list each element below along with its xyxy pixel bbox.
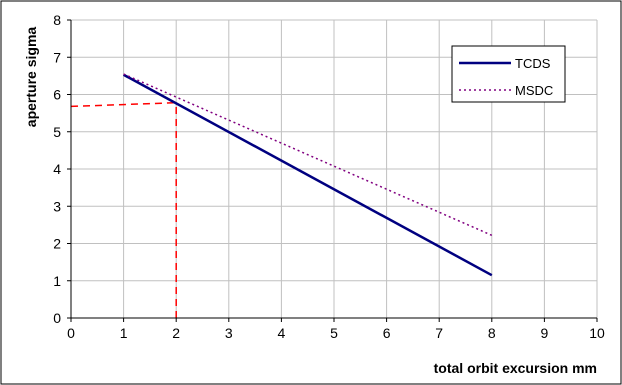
x-tick-labels: 0 1 2 3 4 5 6 7 8 9 10 <box>67 325 605 341</box>
y-tick-label: 3 <box>53 198 61 214</box>
y-tick-label: 2 <box>53 236 61 252</box>
y-tick-label: 6 <box>53 87 61 103</box>
series-lines <box>123 73 493 277</box>
x-tick-label: 6 <box>383 325 391 341</box>
y-tick-label: 7 <box>53 49 61 65</box>
reference-lines <box>70 101 177 318</box>
x-tick-label: 5 <box>330 325 338 341</box>
x-tick-label: 9 <box>541 325 549 341</box>
legend: TCDS MSDC <box>451 45 566 103</box>
x-axis-title: total orbit excursion mm <box>434 360 597 376</box>
x-tick-label: 3 <box>225 325 233 341</box>
x-tick-label: 4 <box>278 325 286 341</box>
y-tick-label: 5 <box>53 124 61 140</box>
y-axis-title: aperture sigma <box>23 27 39 128</box>
series-line-msdc <box>123 73 493 236</box>
x-tick-label: 1 <box>120 325 128 341</box>
x-tick-label: 0 <box>67 325 75 341</box>
y-tick-label: 4 <box>53 161 61 177</box>
legend-box <box>451 45 566 103</box>
y-tick-labels: 0 1 2 3 4 5 6 7 8 <box>53 12 61 326</box>
axes <box>67 19 598 322</box>
x-tick-label: 10 <box>589 325 605 341</box>
legend-label-tcds: TCDS <box>515 56 551 71</box>
y-tick-label: 0 <box>53 310 61 326</box>
reference-line-horizontal <box>70 101 177 108</box>
y-tick-label: 1 <box>53 273 61 289</box>
x-tick-label: 8 <box>488 325 496 341</box>
x-tick-label: 7 <box>435 325 443 341</box>
x-tick-label: 2 <box>172 325 180 341</box>
y-tick-label: 8 <box>53 12 61 28</box>
series-line-tcds <box>123 73 493 277</box>
legend-label-msdc: MSDC <box>515 83 553 98</box>
